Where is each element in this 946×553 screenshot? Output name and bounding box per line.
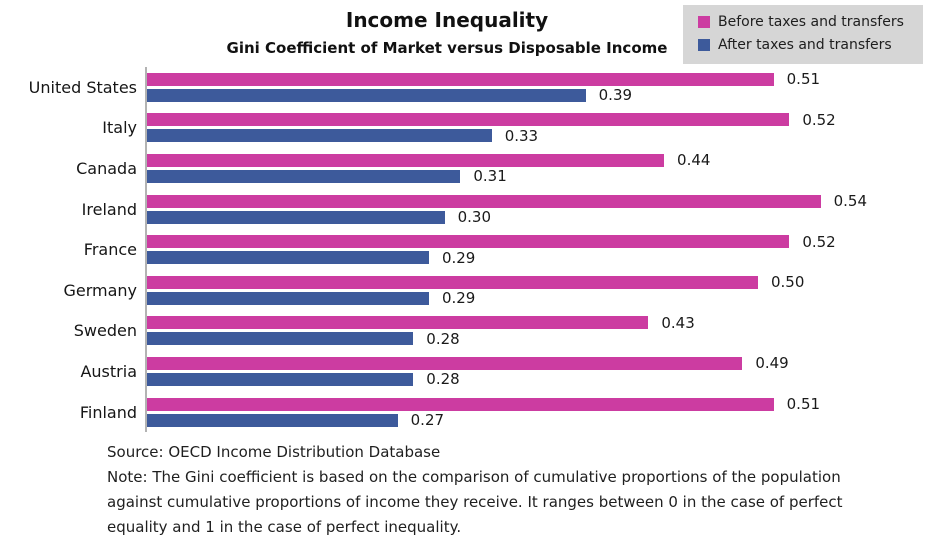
- bar-track: 0.39: [147, 86, 946, 105]
- category-label: Sweden: [73, 321, 137, 341]
- footnotes: Source: OECD Income Distribution Databas…: [107, 440, 897, 540]
- bar-value-label: 0.49: [755, 354, 789, 373]
- bar-before-taxes: [147, 397, 774, 411]
- bar-before-taxes: [147, 194, 821, 208]
- bars-area: 0.52 0.33: [145, 107, 946, 149]
- bar-track: 0.51: [147, 395, 946, 414]
- legend-swatch-after-icon: [698, 39, 710, 51]
- bar-after-taxes: [147, 129, 492, 143]
- chart-subtitle: Gini Coefficient of Market versus Dispos…: [226, 39, 668, 57]
- bar-before-taxes: [147, 72, 774, 86]
- bar-row: Germany 0.50 0.29: [0, 269, 946, 311]
- bar-value-label: 0.30: [457, 208, 492, 227]
- category-label: Italy: [102, 118, 137, 138]
- bar-track: 0.54: [147, 192, 946, 211]
- bar-value-label: 0.39: [598, 86, 633, 105]
- bar-after-taxes: [147, 88, 586, 102]
- bars-area: 0.43 0.28: [145, 310, 946, 352]
- bar-before-taxes: [147, 153, 665, 167]
- bars-area: 0.51 0.39: [145, 67, 946, 108]
- category-label: Austria: [80, 361, 137, 381]
- legend-item: After taxes and transfers: [698, 37, 923, 53]
- category-label: Canada: [76, 158, 137, 178]
- bar-track: 0.51: [147, 70, 946, 89]
- bar-row: Ireland 0.54 0.30: [0, 188, 946, 230]
- bar-row: Canada 0.44 0.31: [0, 148, 946, 189]
- bar-row: Italy 0.52 0.33: [0, 107, 946, 149]
- bars-area: 0.44 0.31: [145, 148, 946, 189]
- bar-after-taxes: [147, 291, 429, 305]
- plot-area: United States 0.51 0.39 Italy 0.52 0.33 Canada…: [0, 67, 946, 433]
- bar-row: Finland 0.51 0.27: [0, 391, 946, 433]
- bar-value-label: 0.54: [833, 192, 868, 211]
- legend-item-label: Before taxes and transfers: [718, 14, 904, 30]
- bars-area: 0.51 0.27: [145, 391, 946, 433]
- note-line: equality and 1 in the case of perfect in…: [107, 518, 462, 536]
- bar-value-label: 0.33: [504, 126, 539, 145]
- bar-before-taxes: [147, 113, 790, 127]
- bar-track: 0.31: [147, 167, 946, 186]
- bar-value-label: 0.52: [802, 232, 836, 251]
- bar-track: 0.52: [147, 232, 946, 251]
- legend: Before taxes and transfers After taxes an…: [683, 5, 923, 64]
- source-text: Source: OECD Income Distribution Databas…: [107, 443, 441, 461]
- note-line: against cumulative proportions of income…: [107, 493, 843, 511]
- bar-after-taxes: [147, 372, 414, 386]
- bar-after-taxes: [147, 332, 414, 346]
- bar-after-taxes: [147, 169, 461, 183]
- bar-before-taxes: [147, 235, 790, 249]
- bar-value-label: 0.44: [677, 151, 711, 170]
- bar-value-label: 0.28: [426, 329, 460, 348]
- bar-value-label: 0.43: [661, 313, 695, 332]
- note-line: Note: The Gini coefficient is based on t…: [107, 468, 841, 486]
- chart-header: Income Inequality Gini Coefficient of Ma…: [0, 8, 894, 57]
- bars-area: 0.49 0.28: [145, 351, 946, 392]
- bar-before-taxes: [147, 316, 649, 330]
- category-label: France: [83, 240, 137, 260]
- bar-value-label: 0.29: [441, 289, 476, 308]
- bar-track: 0.43: [147, 313, 946, 332]
- legend-item: Before taxes and transfers: [698, 14, 923, 30]
- note-text: Note: The Gini coefficient is based on t…: [107, 465, 897, 540]
- bars-area: 0.50 0.29: [145, 269, 946, 311]
- bar-after-taxes: [147, 210, 445, 224]
- bar-value-label: 0.51: [786, 70, 821, 89]
- bar-track: 0.27: [147, 411, 946, 430]
- bar-value-label: 0.50: [770, 273, 805, 292]
- category-label: Germany: [63, 280, 137, 300]
- bar-after-taxes: [147, 251, 429, 265]
- category-label: Ireland: [81, 199, 137, 219]
- bar-value-label: 0.51: [786, 395, 821, 414]
- bar-value-label: 0.28: [426, 370, 460, 389]
- bar-value-label: 0.27: [410, 411, 445, 430]
- chart-title: Income Inequality: [345, 8, 549, 32]
- bars-area: 0.54 0.30: [145, 188, 946, 230]
- bar-value-label: 0.52: [802, 110, 836, 129]
- bar-track: 0.52: [147, 110, 946, 129]
- bar-row: Sweden 0.43 0.28: [0, 310, 946, 352]
- bar-before-taxes: [147, 356, 743, 370]
- bar-row: Austria 0.49 0.28: [0, 351, 946, 392]
- category-label: Finland: [79, 402, 137, 422]
- bar-track: 0.30: [147, 208, 946, 227]
- legend-swatch-before-icon: [698, 16, 710, 28]
- category-label: United States: [28, 77, 137, 97]
- bar-track: 0.29: [147, 248, 946, 267]
- bar-row: France 0.52 0.29: [0, 229, 946, 270]
- legend-item-label: After taxes and transfers: [718, 37, 892, 53]
- bar-before-taxes: [147, 275, 758, 289]
- bar-after-taxes: [147, 413, 398, 427]
- bar-track: 0.33: [147, 126, 946, 145]
- bar-track: 0.50: [147, 273, 946, 292]
- bar-track: 0.28: [147, 329, 946, 348]
- bar-value-label: 0.29: [441, 248, 476, 267]
- bar-track: 0.28: [147, 370, 946, 389]
- bars-area: 0.52 0.29: [145, 229, 946, 270]
- bar-row: United States 0.51 0.39: [0, 67, 946, 108]
- bar-track: 0.29: [147, 289, 946, 308]
- bar-track: 0.49: [147, 354, 946, 373]
- bar-track: 0.44: [147, 151, 946, 170]
- bar-value-label: 0.31: [473, 167, 507, 186]
